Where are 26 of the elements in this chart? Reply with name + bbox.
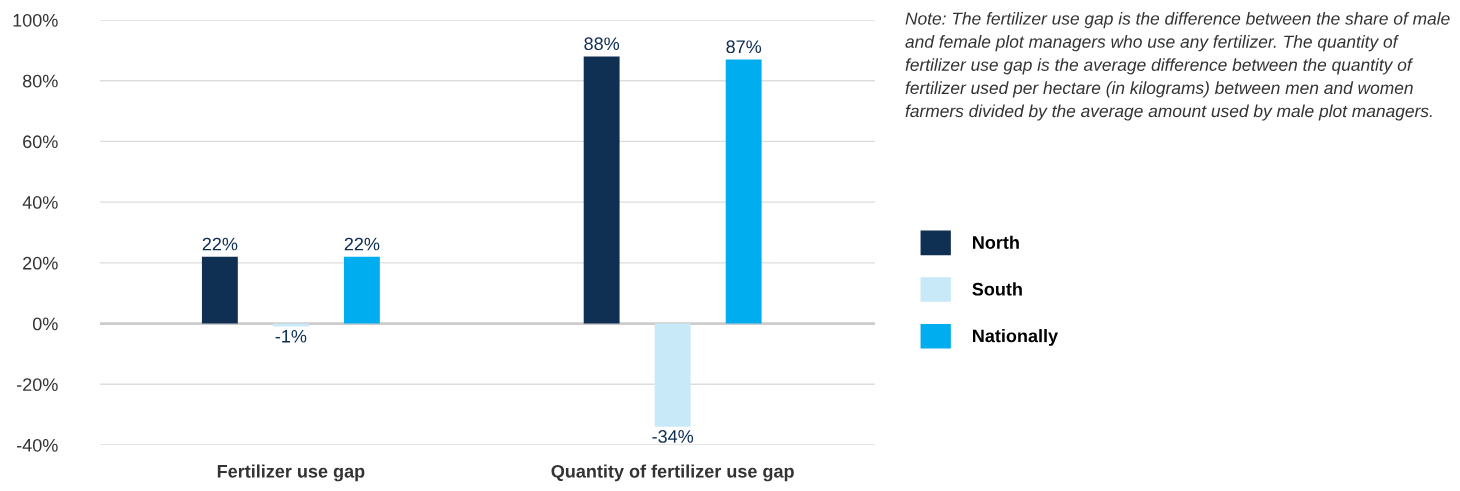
y-tick-label: 20%: [23, 256, 58, 270]
bar: [201, 256, 238, 324]
y-tick-label: -40%: [16, 438, 58, 452]
text: Note: The fertilizer use gap is the difference between the share of male and female plot managers who use any fertilizer. The quantity of fertilizer use gap is the average difference between the quantity of fertilizer used per hectare (in kilograms) between men and women farmers divided by the average amount used by male plot managers.: [905, 12, 1450, 121]
legend-label: North: [973, 235, 1019, 249]
x-tick-label: Fertilizer use gap: [217, 464, 365, 482]
text: -1%: [275, 329, 307, 343]
text: 87%: [726, 40, 762, 54]
bar: [343, 256, 380, 324]
bar: [272, 323, 309, 327]
text: -34%: [652, 430, 694, 443]
y-tick-label: 40%: [22, 196, 58, 209]
y-tick-label: 60%: [23, 135, 58, 149]
y-tick-label: 80%: [22, 74, 58, 88]
x-tick-label: Quantity of fertilizer use gap: [551, 464, 794, 482]
text: 88%: [584, 37, 620, 51]
bar: [654, 323, 691, 427]
legend-label: Nationally: [973, 329, 1058, 346]
legend-label: South: [972, 282, 1022, 296]
y-tick-label: -20%: [16, 378, 58, 392]
bar: [583, 56, 620, 324]
text: 22%: [202, 237, 238, 251]
y-tick-label: 100%: [13, 13, 58, 27]
text: 22%: [344, 237, 380, 251]
y-tick-label: 0%: [32, 317, 58, 331]
bar: [725, 59, 762, 324]
